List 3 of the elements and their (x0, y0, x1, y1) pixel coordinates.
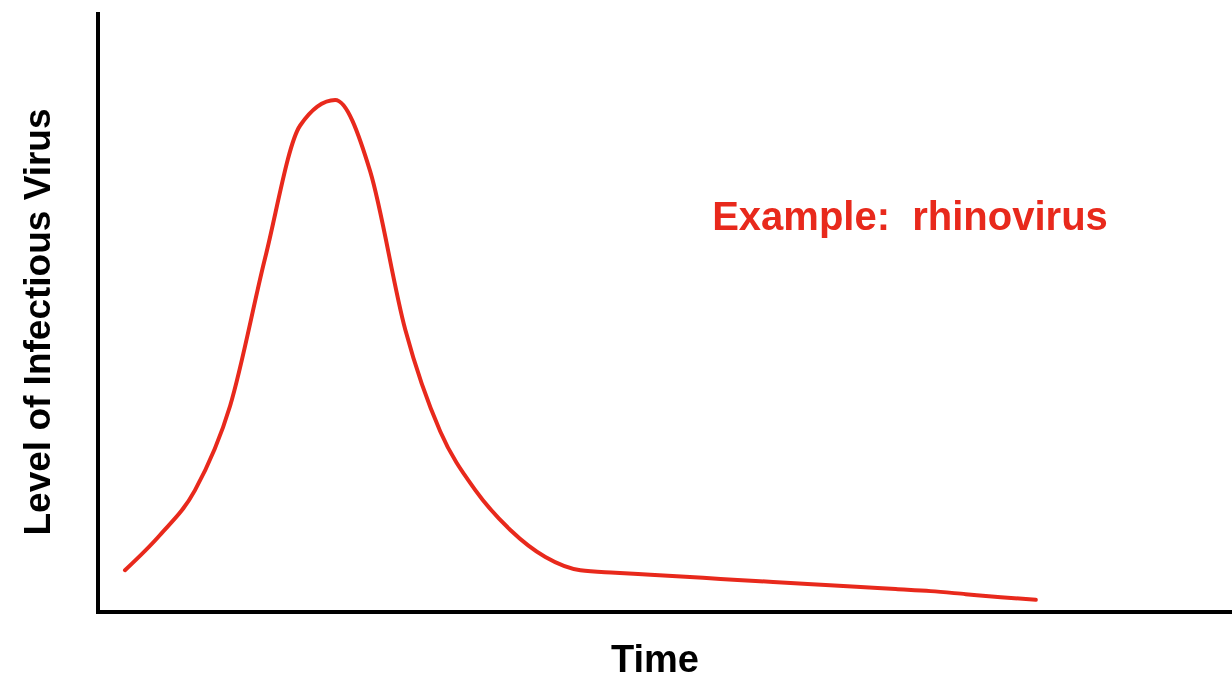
annotation: Example: rhinovirus (712, 194, 1108, 238)
x-axis-title: Time (610, 638, 700, 678)
y-axis-title: Level of Infectious Virus (17, 108, 58, 536)
